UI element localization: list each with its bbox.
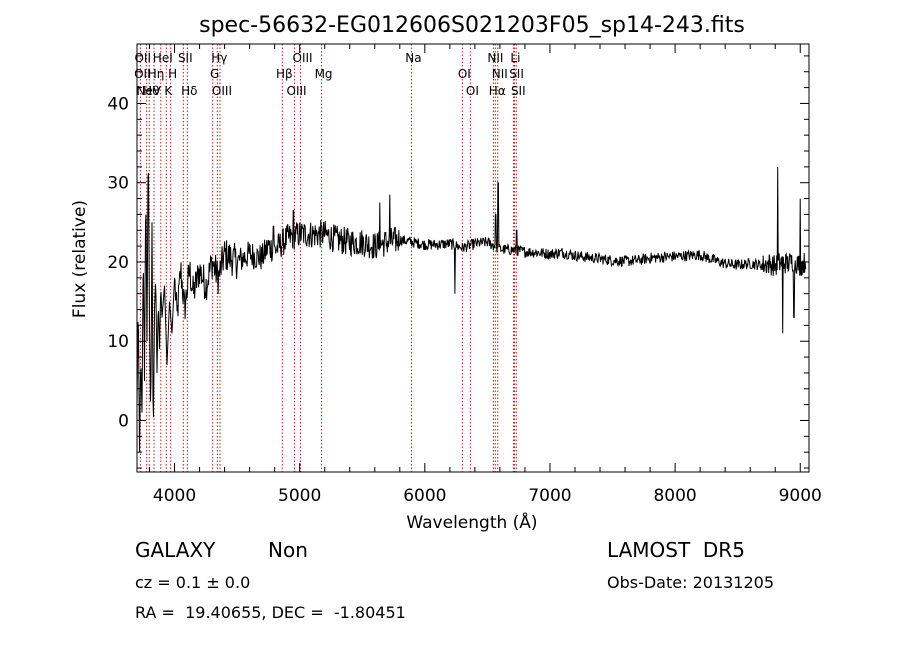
- line-marker-label: Mg: [315, 67, 333, 81]
- spectrum-line: [136, 166, 807, 453]
- x-tick-label: 5000: [278, 486, 321, 506]
- x-tick-label: 6000: [403, 486, 446, 506]
- line-marker-label: OIII: [212, 84, 232, 98]
- line-marker-label: Hγ: [211, 51, 227, 65]
- line-marker-label: OII: [134, 67, 151, 81]
- x-axis-label: Wavelength (Å): [406, 511, 537, 533]
- line-marker-label: Hθ: [143, 84, 159, 98]
- line-marker-label: Hδ: [181, 84, 197, 98]
- x-tick-label: 7000: [528, 486, 571, 506]
- survey-label: LAMOST DR5: [607, 538, 745, 562]
- line-marker-label: H: [168, 67, 177, 81]
- line-marker-label: NII: [487, 51, 503, 65]
- line-marker-label: Li: [510, 51, 520, 65]
- line-marker-label: OI: [458, 67, 471, 81]
- line-marker-label: OII: [134, 51, 151, 65]
- line-marker-label: OIII: [287, 84, 307, 98]
- line-marker-label: HeI: [153, 51, 173, 65]
- y-axis-label: Flux (relative): [70, 200, 90, 318]
- y-tick-label: 30: [107, 174, 129, 194]
- x-tick-label: 8000: [653, 486, 696, 506]
- y-tick-label: 40: [107, 94, 129, 114]
- plot-frame: [136, 43, 810, 473]
- line-marker-label: OI: [466, 84, 479, 98]
- x-tick-label: 4000: [153, 486, 196, 506]
- line-marker-label: SII: [509, 67, 524, 81]
- plot-axes: 4000 5000 6000 7000 8000 9000 0 10 20 30 40: [107, 43, 822, 506]
- line-marker-label: G: [210, 67, 219, 81]
- y-tick-label: 10: [107, 332, 129, 352]
- line-marker-label: Hα: [489, 84, 506, 98]
- chart-title: spec-56632-EG012606S021203F05_sp14-243.f…: [199, 13, 745, 38]
- line-marker-label: K: [164, 84, 173, 98]
- line-marker-label: SII: [178, 51, 193, 65]
- line-marker-label: NII: [492, 67, 508, 81]
- y-tick-label: 0: [118, 411, 129, 431]
- x-tick-label: 9000: [779, 486, 822, 506]
- line-marker-label: OIII: [293, 51, 313, 65]
- line-marker-label: Na: [405, 51, 421, 65]
- obs-date-text: Obs-Date: 20131205: [607, 573, 775, 592]
- subclass-label: Non: [268, 538, 308, 562]
- coordinates-text: RA = 19.40655, DEC = -1.80451: [135, 603, 406, 622]
- redshift-text: cz = 0.1 ± 0.0: [135, 573, 251, 592]
- line-marker-label: SII: [511, 84, 526, 98]
- line-marker-label: Hβ: [276, 67, 293, 81]
- y-tick-label: 20: [107, 253, 129, 273]
- line-marker-label: NeV: [136, 84, 161, 98]
- line-marker-label: Hη: [148, 67, 165, 81]
- class-label: GALAXY: [135, 538, 216, 562]
